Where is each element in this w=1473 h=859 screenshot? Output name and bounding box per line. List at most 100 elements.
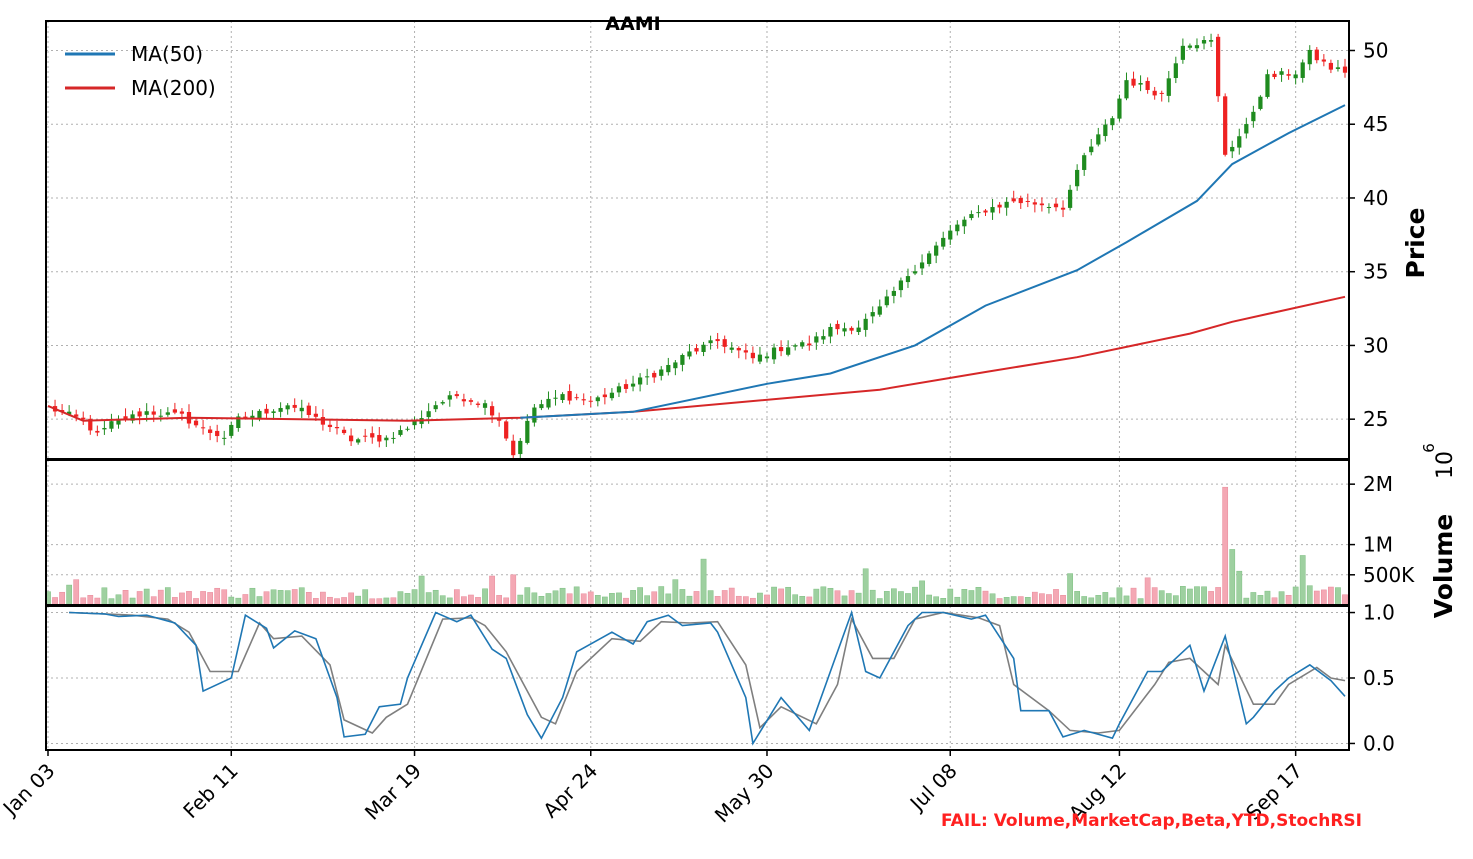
volume-scale-base: 10	[1433, 451, 1458, 479]
candle-body	[729, 347, 734, 350]
volume-bar	[1031, 591, 1038, 605]
candle-body	[398, 430, 403, 435]
volume-panel-background	[46, 460, 1349, 605]
candle-body	[497, 418, 502, 421]
volume-bar	[94, 597, 101, 605]
volume-bar	[200, 591, 206, 605]
volume-bar	[298, 587, 305, 605]
volume-bar	[940, 598, 947, 605]
candle-body	[299, 407, 304, 412]
candle-body	[532, 407, 537, 423]
volume-axis-tick-label: 1M	[1363, 533, 1393, 557]
volume-bar	[1306, 585, 1313, 605]
volume-bar	[961, 589, 968, 605]
candle-body	[1328, 62, 1334, 70]
volume-bar	[1271, 597, 1278, 605]
volume-bar	[221, 589, 228, 605]
candle-body	[88, 418, 93, 431]
candle-body	[370, 433, 375, 438]
candle-body	[645, 376, 650, 378]
candle-body	[384, 437, 389, 441]
candle-body	[320, 417, 326, 425]
candle-body	[193, 420, 199, 426]
candle-body	[468, 400, 474, 402]
candle-body	[666, 364, 671, 373]
candle-body	[793, 345, 798, 347]
candle-body	[602, 394, 607, 398]
volume-bar	[186, 591, 192, 605]
candle-body	[567, 391, 572, 401]
candle-body	[95, 430, 100, 433]
candle-body	[504, 421, 509, 439]
volume-bar	[1236, 570, 1243, 605]
volume-bar	[1342, 594, 1348, 605]
volume-bar	[1151, 587, 1158, 605]
volume-bar	[397, 591, 404, 605]
volume-bar	[531, 592, 538, 605]
candle-body	[743, 350, 748, 353]
candle-body	[1173, 63, 1178, 79]
volume-bar	[1109, 597, 1116, 605]
volume-bar	[869, 589, 876, 605]
volume-bar	[284, 590, 291, 605]
volume-bar	[587, 591, 594, 605]
chart-title: AAMI	[605, 13, 660, 35]
candle-body	[1075, 169, 1080, 187]
candle-body	[1216, 36, 1221, 97]
candle-body	[877, 306, 882, 315]
volume-bar	[876, 598, 883, 605]
price-axis-tick-label: 50	[1363, 38, 1388, 62]
candle-body	[518, 440, 523, 455]
volume-axis-tick-label: 500K	[1363, 563, 1415, 587]
candle-body	[835, 323, 840, 330]
candle-body	[863, 318, 868, 330]
volume-bar	[73, 579, 80, 605]
volume-bar	[418, 575, 425, 605]
candle-body	[130, 414, 135, 421]
volume-bar	[1123, 595, 1130, 605]
candle-body	[1018, 197, 1023, 204]
volume-bar	[461, 596, 467, 605]
candle-body	[997, 204, 1002, 208]
volume-bar	[115, 594, 122, 605]
candle-body	[1286, 74, 1291, 76]
volume-bar	[482, 588, 488, 605]
volume-bar	[1102, 592, 1109, 605]
volume-bar	[545, 593, 552, 605]
volume-bar	[108, 598, 115, 605]
volume-bar	[277, 590, 284, 605]
volume-bar	[559, 587, 566, 605]
candle-body	[236, 416, 241, 429]
candle-body	[856, 327, 861, 333]
candle-body	[412, 420, 417, 426]
candle-body	[1272, 73, 1277, 77]
candle-body	[1004, 201, 1009, 208]
volume-bar	[425, 592, 432, 605]
volume-bar	[721, 590, 728, 605]
candle-body	[539, 404, 544, 409]
volume-bar	[1144, 577, 1151, 605]
candle-body	[1152, 90, 1157, 96]
candle-body	[1251, 111, 1256, 122]
volume-bar	[524, 587, 531, 605]
volume-bar	[242, 594, 249, 605]
candle-body	[750, 352, 756, 359]
candle-body	[948, 230, 953, 240]
volume-bar	[305, 592, 312, 605]
candle-body	[595, 397, 600, 402]
volume-bar	[263, 591, 270, 605]
volume-bar	[1060, 595, 1066, 605]
grid-lines	[46, 21, 1349, 750]
volume-bar	[644, 595, 651, 605]
volume-bar	[411, 589, 418, 605]
date-axis-tick-label: Jan 03	[0, 759, 60, 822]
price-axis-label: Price	[1401, 208, 1430, 279]
volume-bar	[827, 587, 834, 605]
candle-body	[1194, 45, 1200, 49]
candle-body	[102, 427, 107, 430]
volume-bar	[143, 588, 150, 605]
volume-bar	[1067, 573, 1073, 605]
date-axis-tick-label: Mar 19	[360, 759, 426, 825]
volume-bar	[735, 595, 742, 605]
